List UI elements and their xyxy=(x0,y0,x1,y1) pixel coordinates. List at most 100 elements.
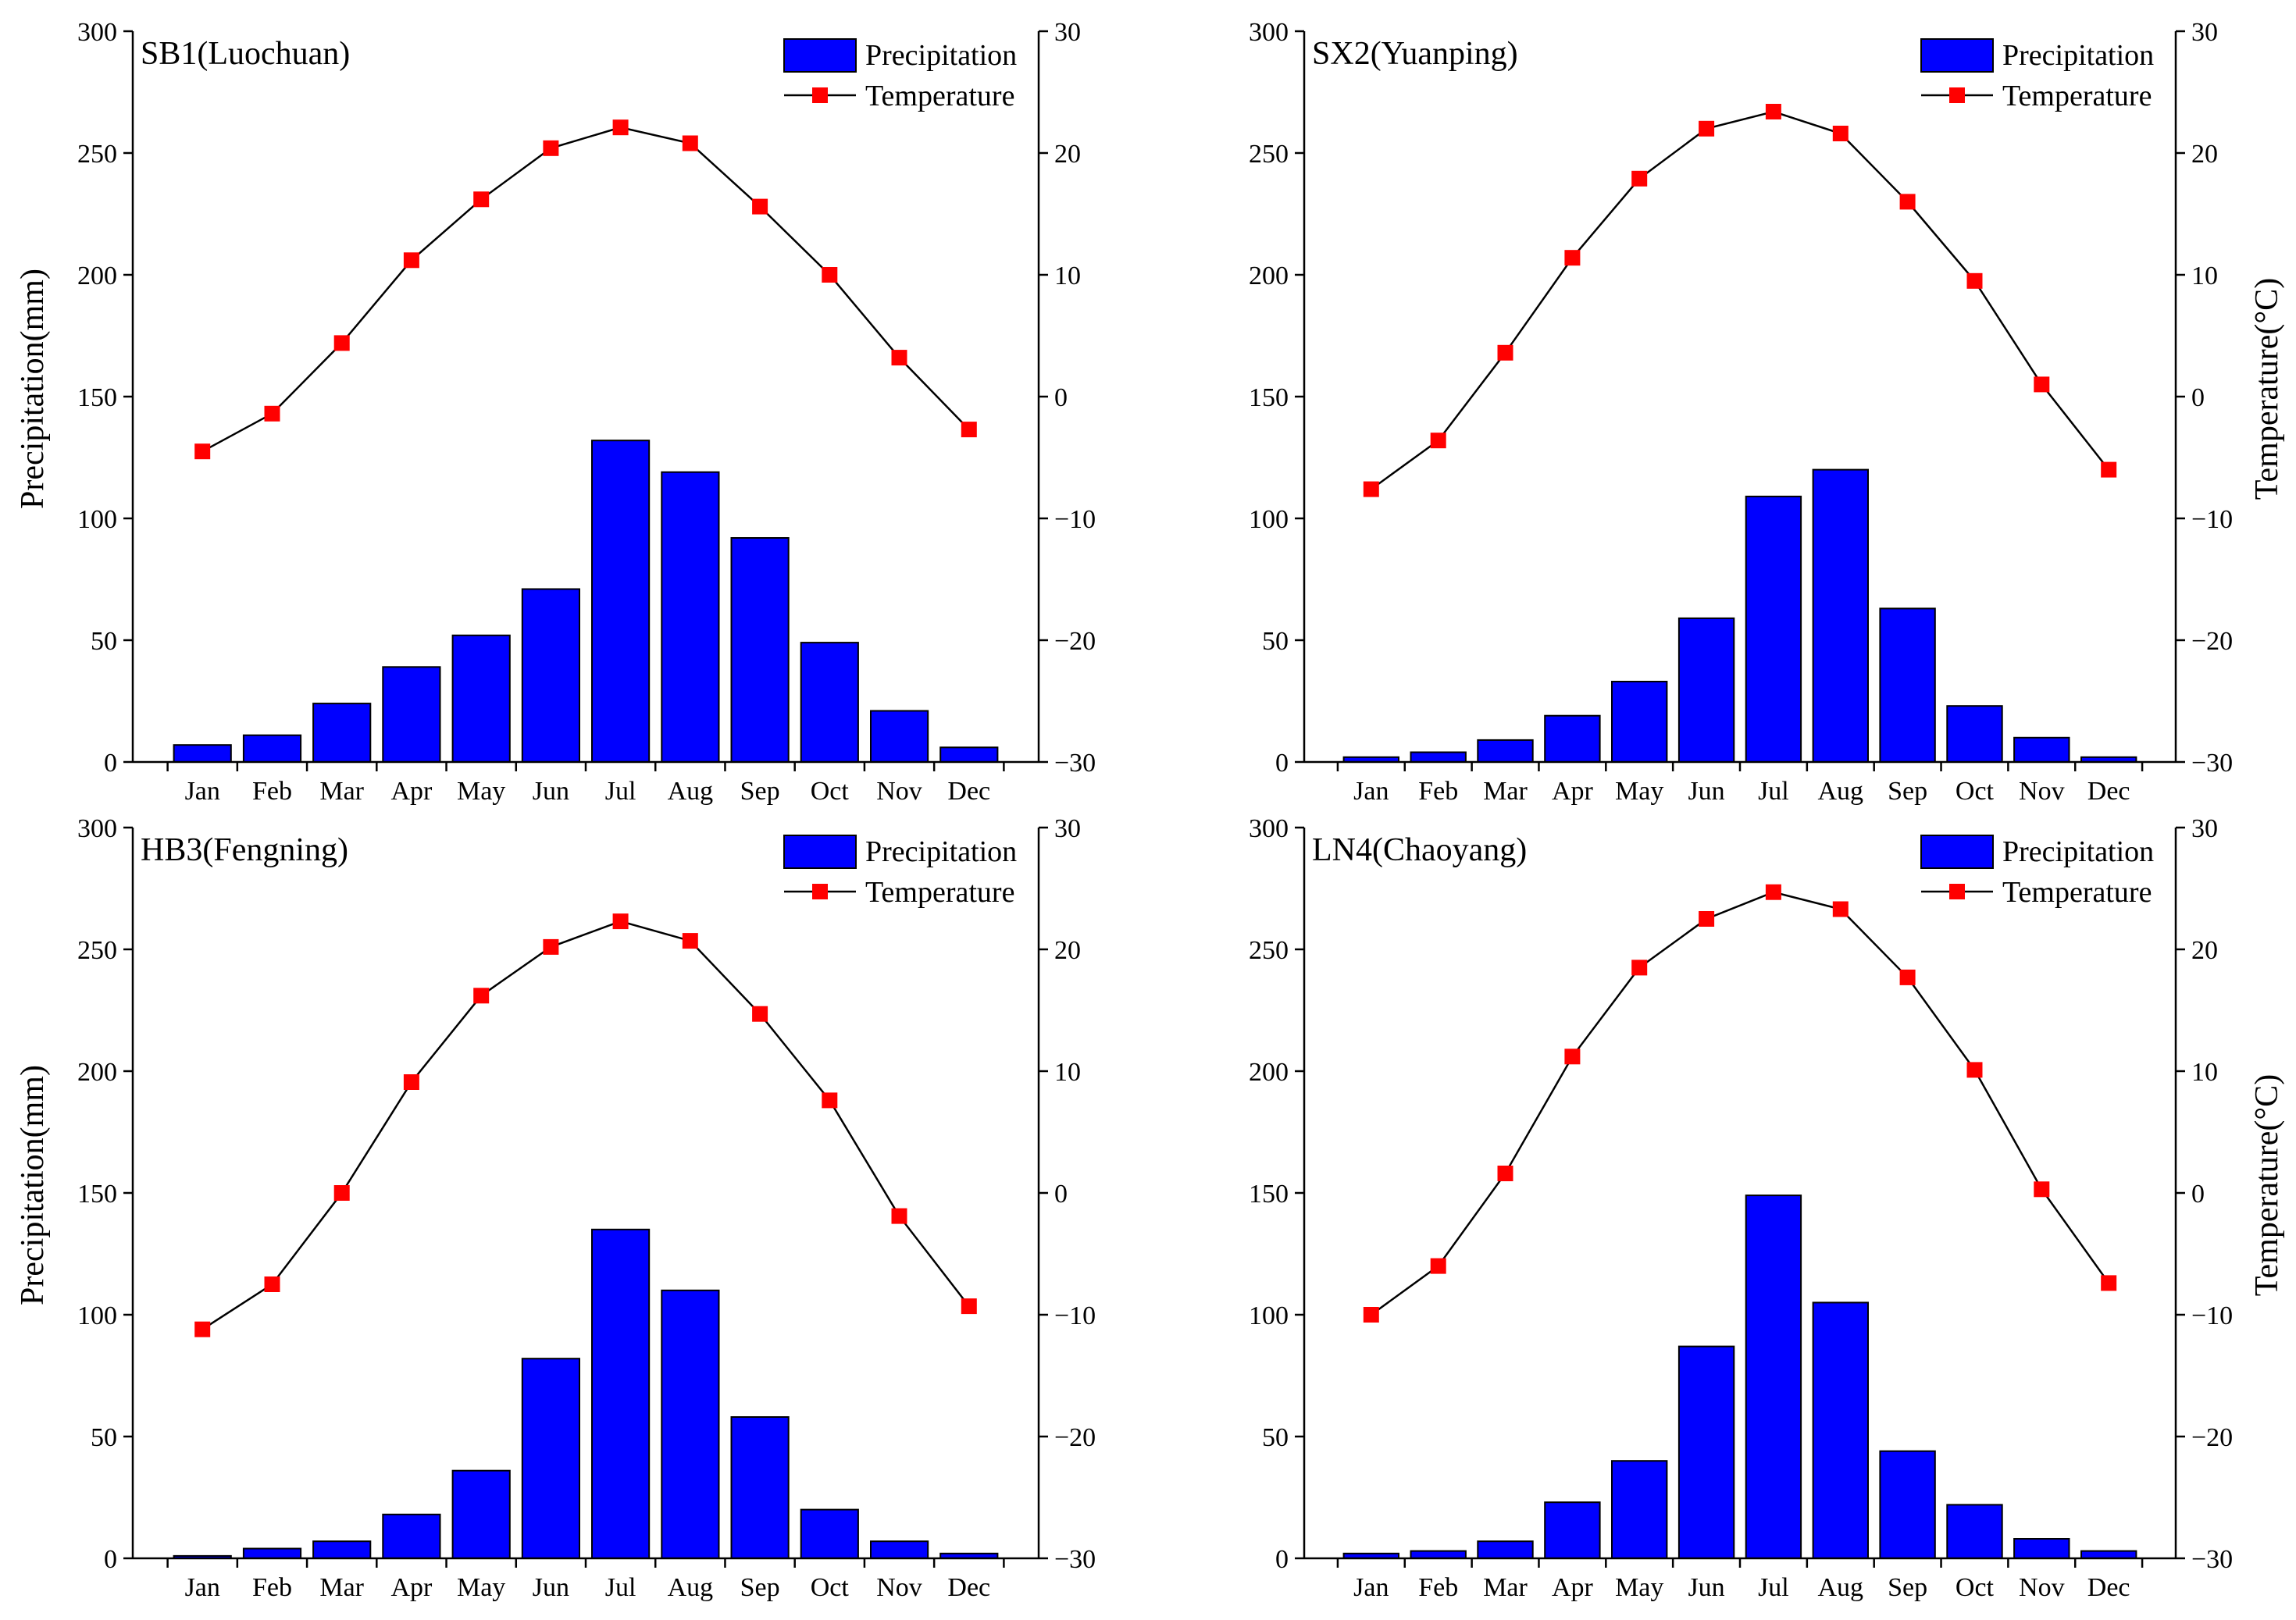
precip-bar-oct xyxy=(1946,705,2003,764)
chart-panel-4: 0 50 100 150 200 250 300 −30 −20 −10 0 10 20 30 Jan Feb… xyxy=(1249,814,2285,1602)
precip-bar-feb xyxy=(242,1547,302,1559)
legend-label-precipitation: Precipitation xyxy=(2002,39,2154,72)
precip-bar-aug xyxy=(661,1289,720,1560)
right-tick-label: −10 xyxy=(1054,505,1096,534)
right-tick-label: 0 xyxy=(1054,383,1068,412)
left-tick-label: 100 xyxy=(1249,1301,1289,1330)
month-label: Jul xyxy=(1758,1573,1789,1602)
temperature-marker-jan xyxy=(1363,1307,1379,1323)
month-label: Nov xyxy=(876,1573,922,1602)
month-label: Oct xyxy=(811,777,850,806)
month-label: Jan xyxy=(1353,777,1389,806)
month-label: Apr xyxy=(1552,1573,1594,1602)
month-label: Sep xyxy=(1888,777,1927,806)
precip-bar-jul xyxy=(1745,495,1802,764)
legend-swatch-precipitation xyxy=(783,38,857,73)
precip-bar-sep xyxy=(730,1416,790,1559)
right-tick-label: −20 xyxy=(1054,1423,1096,1452)
month-label: Jun xyxy=(1688,1573,1724,1602)
left-tick-label: 150 xyxy=(77,383,117,412)
month-label: Feb xyxy=(1418,777,1458,806)
left-tick-label: 0 xyxy=(104,1545,117,1574)
temperature-marker-sep xyxy=(1899,194,1916,210)
precip-bar-sep xyxy=(1879,1450,1936,1559)
legend-swatch-precipitation xyxy=(1920,835,1994,869)
y-axis-title: Precipitation(mm) xyxy=(15,1065,51,1305)
legend-label-temperature: Temperature xyxy=(865,876,1014,909)
month-label: Dec xyxy=(2087,1573,2130,1602)
right-tick-label: 10 xyxy=(1054,262,1081,290)
panel-title: HB3(Fengning) xyxy=(141,832,348,868)
temperature-marker-nov xyxy=(891,1208,907,1224)
month-label: May xyxy=(1615,1573,1663,1602)
legend-label-temperature: Temperature xyxy=(2002,80,2152,112)
right-tick-label: −30 xyxy=(1054,1545,1096,1574)
month-label: May xyxy=(457,1573,505,1602)
legend-label-temperature: Temperature xyxy=(2002,876,2152,909)
legend-marker-temperature xyxy=(1949,884,1965,899)
temperature-marker-oct xyxy=(822,267,838,283)
precip-bar-nov xyxy=(870,710,929,763)
temperature-marker-apr xyxy=(1564,1049,1581,1065)
right-tick-label: −20 xyxy=(2191,1423,2233,1452)
temperature-marker-oct xyxy=(1966,272,1983,289)
month-label: Jul xyxy=(605,777,636,806)
right-tick-label: 10 xyxy=(2191,1058,2218,1087)
right-tick-label: −30 xyxy=(2191,1545,2233,1574)
temperature-marker-apr xyxy=(403,252,419,269)
temperature-marker-dec xyxy=(2101,1275,2117,1291)
temperature-marker-sep xyxy=(1899,969,1916,985)
right-tick-label: 30 xyxy=(2191,814,2218,843)
left-tick-label: 250 xyxy=(77,936,117,965)
precip-bar-nov xyxy=(2013,1538,2070,1559)
month-label: Mar xyxy=(1483,1573,1528,1602)
temperature-marker-sep xyxy=(752,198,768,215)
temperature-marker-jun xyxy=(543,140,559,156)
month-label: Nov xyxy=(2019,777,2065,806)
y2-axis-title: Temperature(°C) xyxy=(2249,1074,2285,1296)
precip-bar-mar xyxy=(1477,1540,1534,1559)
temperature-marker-apr xyxy=(403,1074,419,1090)
month-label: Jul xyxy=(605,1573,636,1602)
month-label: Jan xyxy=(185,1573,220,1602)
month-label: Sep xyxy=(740,1573,780,1602)
chart-panel-2: 0 50 100 150 200 250 300 −30 −20 −10 0 10 20 30 Jan Feb… xyxy=(1249,18,2285,806)
temperature-marker-feb xyxy=(264,1276,280,1292)
precip-bar-aug xyxy=(1812,468,1870,763)
precip-bar-may xyxy=(1611,681,1668,763)
left-tick-label: 50 xyxy=(91,1423,117,1452)
temperature-marker-jan xyxy=(194,443,211,460)
left-tick-label: 50 xyxy=(1262,1423,1289,1452)
month-label: May xyxy=(457,777,505,806)
left-tick-label: 150 xyxy=(1249,383,1289,412)
temperature-marker-feb xyxy=(1430,1258,1446,1274)
month-label: Oct xyxy=(811,1573,850,1602)
precip-bar-nov xyxy=(2013,736,2070,763)
temperature-marker-jul xyxy=(612,913,629,930)
panel-title: SX2(Yuanping) xyxy=(1312,36,1518,72)
y-axis-title: Precipitation(mm) xyxy=(15,269,51,509)
month-label: Apr xyxy=(390,1573,433,1602)
month-label: Jan xyxy=(1353,1573,1389,1602)
month-label: Feb xyxy=(252,1573,292,1602)
month-label: Jun xyxy=(533,777,569,806)
legend-swatch-precipitation xyxy=(1920,38,1994,73)
temperature-marker-may xyxy=(473,191,490,208)
precip-bar-mar xyxy=(312,1540,372,1559)
precip-bar-jun xyxy=(521,1358,580,1559)
precip-bar-mar xyxy=(1477,739,1534,764)
temperature-marker-jul xyxy=(1765,884,1781,900)
left-tick-label: 300 xyxy=(1249,814,1289,843)
month-label: Oct xyxy=(1956,1573,1995,1602)
left-tick-label: 50 xyxy=(1262,627,1289,656)
legend-marker-temperature xyxy=(1949,87,1965,103)
temperature-marker-dec xyxy=(961,1298,977,1315)
temperature-line xyxy=(1371,110,2110,490)
right-tick-label: 30 xyxy=(1054,18,1081,47)
temperature-marker-jun xyxy=(1699,120,1715,137)
temperature-marker-aug xyxy=(682,135,698,151)
month-label: Aug xyxy=(1817,1573,1863,1602)
precip-bar-oct xyxy=(800,1508,859,1559)
legend-label-temperature: Temperature xyxy=(865,80,1014,112)
